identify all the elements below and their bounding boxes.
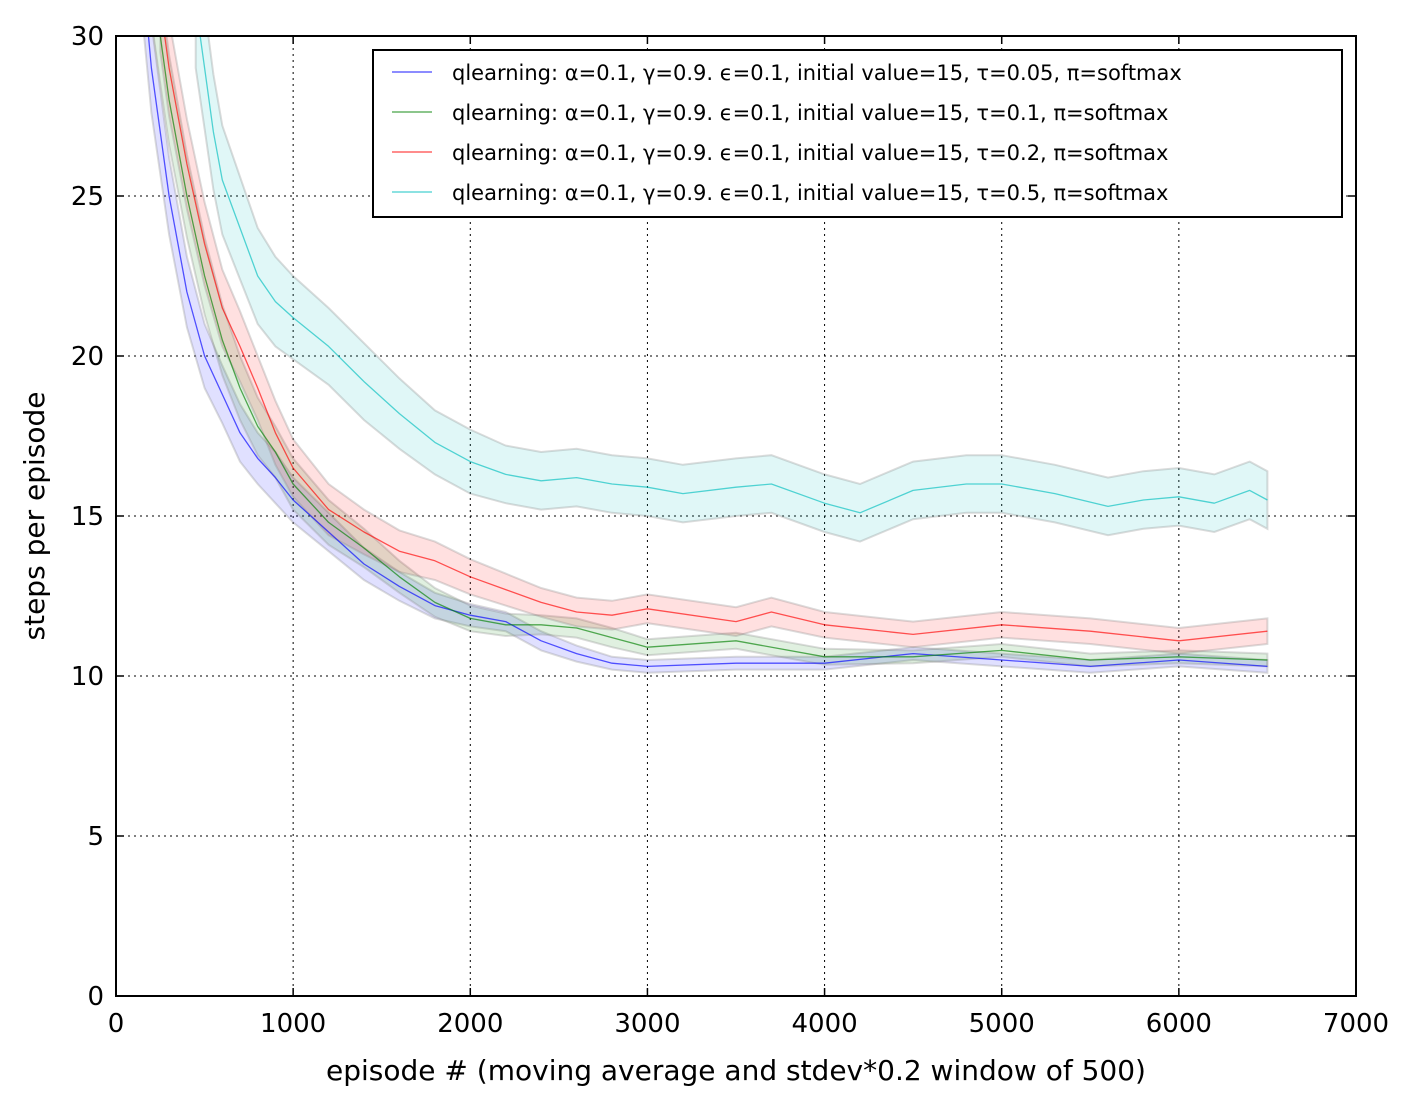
y-tick-label: 20: [71, 342, 104, 372]
series-line-3: [199, 36, 1268, 514]
x-tick-label: 3000: [614, 1009, 680, 1039]
legend-label: qlearning: α=0.1, γ=0.9. ϵ=0.1, initial …: [452, 61, 1182, 85]
x-tick-label: 5000: [969, 1009, 1035, 1039]
lines-layer: [147, 36, 1268, 668]
legend-entry: qlearning: α=0.1, γ=0.9. ϵ=0.1, initial …: [392, 101, 1168, 125]
y-tick-label: 30: [71, 22, 104, 52]
y-tick-label: 15: [71, 502, 104, 532]
legend-label: qlearning: α=0.1, γ=0.9. ϵ=0.1, initial …: [452, 101, 1168, 125]
legend-entry: qlearning: α=0.1, γ=0.9. ϵ=0.1, initial …: [392, 181, 1168, 205]
legend-label: qlearning: α=0.1, γ=0.9. ϵ=0.1, initial …: [452, 141, 1168, 165]
legend-entry: qlearning: α=0.1, γ=0.9. ϵ=0.1, initial …: [392, 61, 1182, 85]
x-tick-label: 6000: [1146, 1009, 1212, 1039]
x-tick-label: 4000: [791, 1009, 857, 1039]
y-axis-label: steps per episode: [18, 392, 51, 641]
x-tick-label: 7000: [1323, 1009, 1389, 1039]
legend-label: qlearning: α=0.1, γ=0.9. ϵ=0.1, initial …: [452, 181, 1168, 205]
series-line-1: [159, 36, 1268, 661]
legend-entry: qlearning: α=0.1, γ=0.9. ϵ=0.1, initial …: [392, 141, 1168, 165]
x-tick-label: 0: [108, 1009, 125, 1039]
ticks-layer: 0 1000 2000 3000 4000 5000 6000 7000 0 5 10 15 20 25 3…: [71, 22, 1389, 1039]
legend: qlearning: α=0.1, γ=0.9. ϵ=0.1, initial …: [372, 49, 1343, 218]
stdev-band-series-0: [143, 36, 1269, 674]
series-line-2: [164, 36, 1268, 642]
y-tick-label: 5: [87, 822, 104, 852]
stdev-band-series-3: [194, 36, 1269, 543]
x-tick-label: 2000: [437, 1009, 503, 1039]
y-tick-label: 0: [87, 982, 104, 1012]
legend-box: [372, 49, 1343, 218]
x-axis-label: episode # (moving average and stdev*0.2 …: [326, 1054, 1146, 1087]
y-tick-label: 10: [71, 662, 104, 692]
x-tick-label: 1000: [260, 1009, 326, 1039]
stdev-band-series-2: [159, 36, 1269, 655]
y-tick-label: 25: [71, 182, 104, 212]
